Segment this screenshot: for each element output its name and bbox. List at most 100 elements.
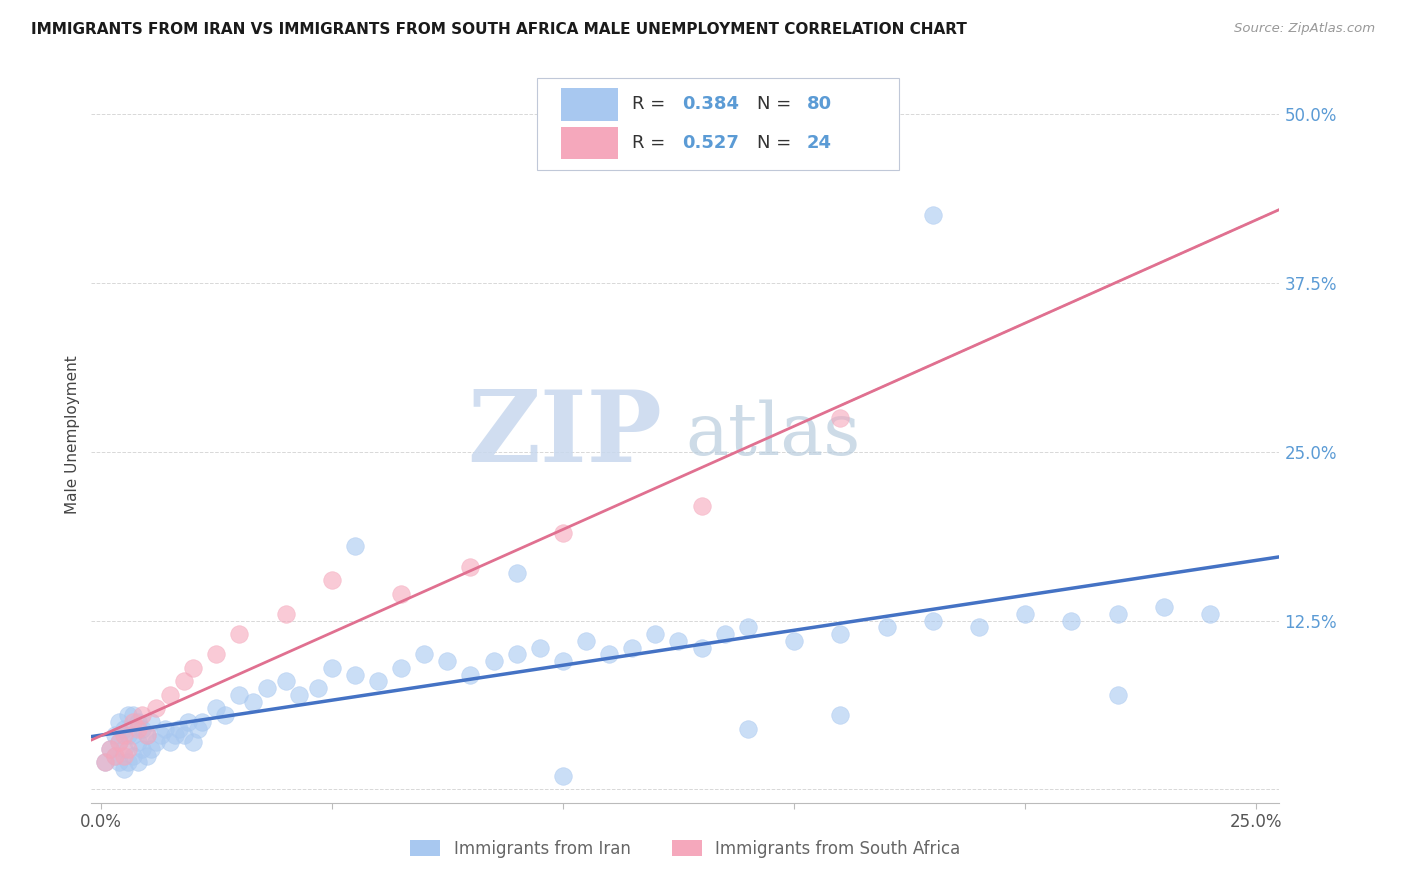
Point [460, 559, 482, 574]
Point [94, 756, 117, 770]
Point [413, 647, 436, 661]
Point [621, 640, 644, 655]
Point [159, 735, 181, 749]
Point [98, 741, 121, 756]
Point [876, 620, 898, 634]
Point [214, 708, 236, 723]
Text: 0.384: 0.384 [682, 95, 740, 113]
Point [389, 586, 412, 600]
Point [367, 674, 389, 689]
Point [228, 688, 250, 702]
Point [830, 708, 852, 723]
Point [103, 748, 125, 763]
Point [141, 741, 163, 756]
Point [131, 722, 153, 736]
Text: 0.527: 0.527 [682, 135, 738, 153]
Point [551, 525, 574, 540]
Text: atlas: atlas [685, 400, 860, 470]
Point [163, 728, 186, 742]
Point [155, 722, 177, 736]
Point [737, 620, 759, 634]
Legend: Immigrants from Iran, Immigrants from South Africa: Immigrants from Iran, Immigrants from So… [404, 833, 967, 864]
Text: 80: 80 [807, 95, 832, 113]
Point [1014, 607, 1036, 621]
Point [551, 654, 574, 668]
Text: 24: 24 [807, 135, 831, 153]
Point [242, 694, 264, 708]
Point [112, 741, 135, 756]
Point [1199, 607, 1222, 621]
Point [108, 714, 131, 729]
Text: R =: R = [631, 95, 671, 113]
Text: Source: ZipAtlas.com: Source: ZipAtlas.com [1234, 22, 1375, 36]
Point [921, 614, 943, 628]
Point [108, 735, 131, 749]
Point [131, 741, 153, 756]
Point [1153, 600, 1175, 615]
Point [181, 735, 204, 749]
Point [181, 661, 204, 675]
Point [191, 714, 214, 729]
Point [644, 627, 666, 641]
Point [112, 722, 135, 736]
Point [505, 647, 527, 661]
Point [108, 756, 131, 770]
Point [135, 728, 157, 742]
Point [108, 735, 131, 749]
Point [177, 714, 200, 729]
Point [713, 627, 735, 641]
Point [127, 735, 149, 749]
Point [575, 633, 598, 648]
Point [321, 661, 343, 675]
Point [117, 708, 139, 723]
Point [167, 722, 190, 736]
Point [690, 640, 713, 655]
Point [1107, 607, 1129, 621]
Point [122, 728, 145, 742]
Point [103, 728, 125, 742]
Point [117, 728, 139, 742]
Point [690, 499, 713, 513]
Point [117, 741, 139, 756]
Point [112, 762, 135, 776]
Point [112, 748, 135, 763]
Point [135, 748, 157, 763]
Point [141, 714, 163, 729]
Point [127, 756, 149, 770]
Point [187, 722, 209, 736]
Point [1107, 688, 1129, 702]
Point [122, 714, 145, 729]
Point [173, 674, 195, 689]
Point [127, 714, 149, 729]
Point [529, 640, 551, 655]
Point [122, 748, 145, 763]
Text: N =: N = [756, 95, 797, 113]
Point [1060, 614, 1083, 628]
Point [205, 701, 228, 715]
Point [274, 674, 297, 689]
Point [117, 756, 139, 770]
Point [159, 688, 181, 702]
Point [343, 539, 366, 553]
Point [256, 681, 278, 695]
Point [131, 708, 153, 723]
Point [460, 667, 482, 681]
Point [967, 620, 990, 634]
Point [228, 627, 250, 641]
Point [94, 756, 117, 770]
Point [389, 661, 412, 675]
Point [482, 654, 505, 668]
Point [103, 748, 125, 763]
Point [830, 627, 852, 641]
Text: N =: N = [756, 135, 797, 153]
Point [112, 728, 135, 742]
Point [149, 728, 172, 742]
Point [598, 647, 620, 661]
Point [321, 573, 343, 587]
FancyBboxPatch shape [537, 78, 900, 170]
Point [274, 607, 297, 621]
Point [145, 701, 167, 715]
Text: IMMIGRANTS FROM IRAN VS IMMIGRANTS FROM SOUTH AFRICA MALE UNEMPLOYMENT CORRELATI: IMMIGRANTS FROM IRAN VS IMMIGRANTS FROM … [31, 22, 967, 37]
Point [135, 728, 157, 742]
Point [505, 566, 527, 581]
